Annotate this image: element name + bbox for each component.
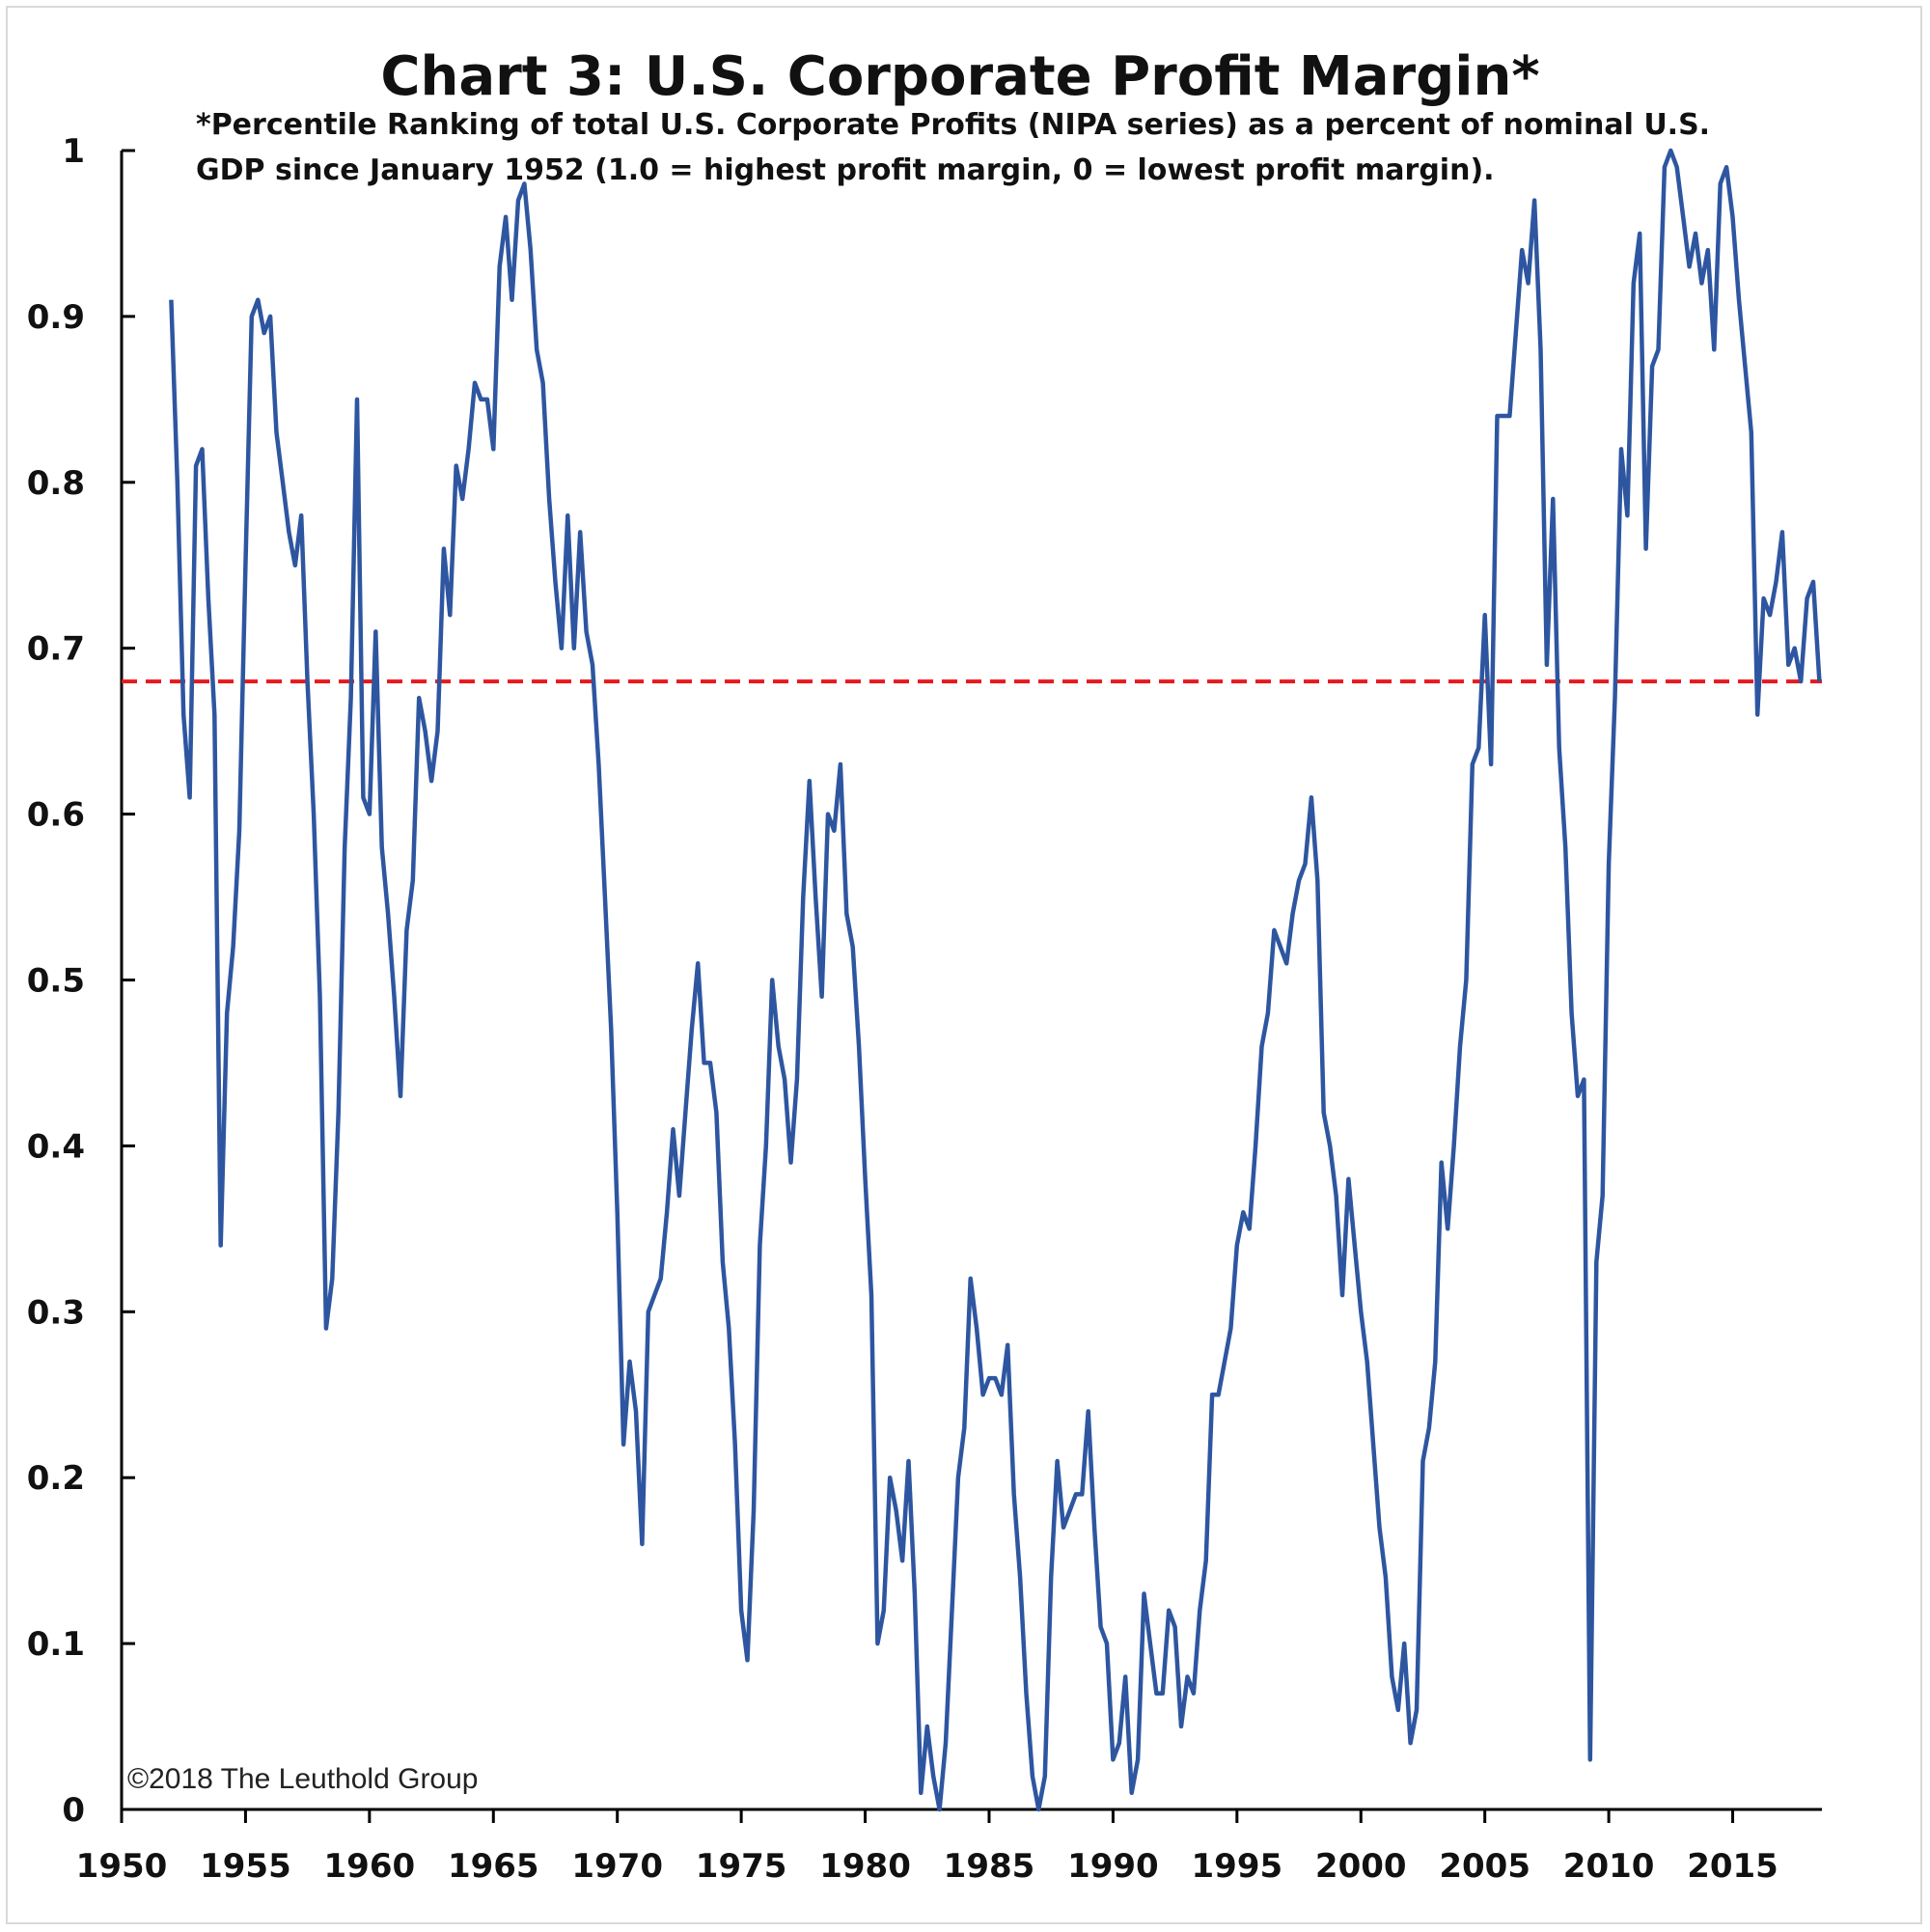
x-tick-label: 1975: [696, 1847, 787, 1886]
x-tick-label: 1965: [448, 1847, 539, 1886]
y-tick-label: 0.1: [27, 1625, 85, 1664]
y-tick-label: 0.4: [27, 1127, 85, 1166]
chart-title: Chart 3: U.S. Corporate Profit Margin*: [380, 45, 1539, 108]
x-tick-label: 2010: [1563, 1847, 1655, 1886]
x-tick-label: 1995: [1192, 1847, 1283, 1886]
x-tick-label: 1990: [1067, 1847, 1159, 1886]
copyright-note: ©2018 The Leuthold Group: [127, 1763, 479, 1795]
y-tick-label: 0.3: [27, 1293, 85, 1332]
chart-subtitle-line-2: GDP since January 1952 (1.0 = highest pr…: [196, 153, 1495, 187]
x-tick-label: 1950: [76, 1847, 168, 1886]
y-tick-label: 0.5: [27, 962, 85, 1001]
chart-subtitle-line-1: *Percentile Ranking of total U.S. Corpor…: [196, 108, 1710, 142]
x-tick-label: 2015: [1687, 1847, 1778, 1886]
y-tick-label: 0: [62, 1791, 85, 1830]
y-tick-label: 0.9: [27, 298, 85, 337]
x-tick-label: 1960: [324, 1847, 416, 1886]
x-tick-label: 1970: [571, 1847, 663, 1886]
y-tick-label: 0.8: [27, 464, 85, 503]
chart-frame: [6, 6, 1922, 1924]
x-tick-label: 1980: [819, 1847, 911, 1886]
y-tick-label: 0.7: [27, 630, 85, 669]
y-tick-label: 0.2: [27, 1459, 85, 1498]
x-tick-label: 2000: [1315, 1847, 1407, 1886]
x-tick-label: 1985: [944, 1847, 1035, 1886]
y-tick-label: 1: [62, 132, 85, 171]
series-line-profit-margin: [169, 148, 1822, 1812]
y-tick-label: 0.6: [27, 796, 85, 835]
x-tick-label: 2005: [1439, 1847, 1530, 1886]
plot-area: 0 0.1 0.2 0.3 0.4 0.5 0.6 0.7 0.8 0.9 1 1950 1955 196…: [27, 132, 1822, 1886]
x-tick-label: 1955: [200, 1847, 291, 1886]
